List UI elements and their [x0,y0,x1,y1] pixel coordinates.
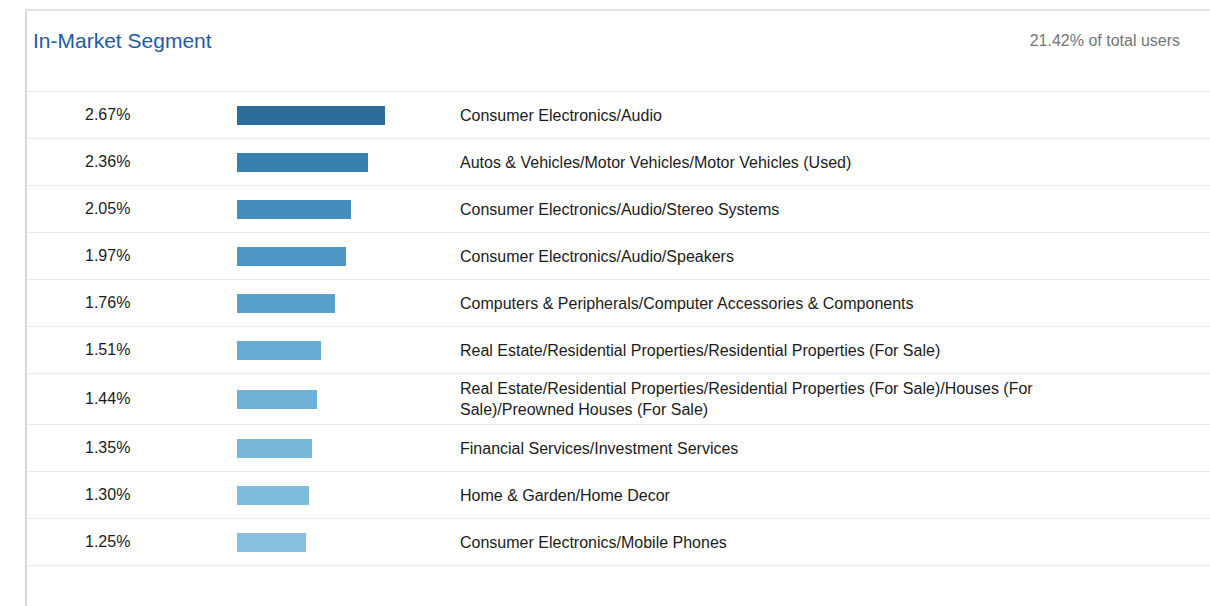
segment-percent: 1.44% [85,390,237,408]
segment-row: 1.97% Consumer Electronics/Audio/Speaker… [27,233,1210,280]
segment-bar [237,153,368,172]
segment-bar-cell [237,341,460,360]
segment-percent: 2.67% [85,106,237,124]
in-market-segment-card: In-Market Segment 21.42% of total users … [25,9,1210,606]
segment-bar [237,341,321,360]
total-users-annotation: 21.42% of total users [1030,28,1180,52]
segment-row: 1.44% Real Estate/Residential Properties… [27,374,1210,425]
segment-row: 1.35% Financial Services/Investment Serv… [27,425,1210,472]
segment-bar [237,106,385,125]
segment-label: Consumer Electronics/Audio [460,105,1120,126]
segment-table: 2.67% Consumer Electronics/Audio 2.36% A… [27,91,1210,566]
segment-row: 1.30% Home & Garden/Home Decor [27,472,1210,519]
segment-label: Consumer Electronics/Mobile Phones [460,532,1120,553]
segment-bar [237,533,306,552]
segment-percent: 2.05% [85,200,237,218]
segment-percent: 1.30% [85,486,237,504]
segment-bar-cell [237,106,460,125]
segment-bar-cell [237,533,460,552]
segment-bar-cell [237,439,460,458]
segment-label: Autos & Vehicles/Motor Vehicles/Motor Ve… [460,152,1120,173]
segment-bar [237,294,335,313]
segment-percent: 1.51% [85,341,237,359]
segment-row: 1.25% Consumer Electronics/Mobile Phones [27,519,1210,566]
segment-bar-cell [237,390,460,409]
segment-bar [237,200,351,219]
segment-label: Computers & Peripherals/Computer Accesso… [460,293,1120,314]
segment-row: 2.05% Consumer Electronics/Audio/Stereo … [27,186,1210,233]
segment-label: Real Estate/Residential Properties/Resid… [460,340,1120,361]
segment-bar-cell [237,200,460,219]
segment-label: Real Estate/Residential Properties/Resid… [460,378,1120,420]
segment-percent: 1.25% [85,533,237,551]
segment-percent: 1.35% [85,439,237,457]
segment-label: Consumer Electronics/Audio/Stereo System… [460,199,1120,220]
segment-percent: 2.36% [85,153,237,171]
segment-row: 1.51% Real Estate/Residential Properties… [27,327,1210,374]
segment-row: 2.36% Autos & Vehicles/Motor Vehicles/Mo… [27,139,1210,186]
segment-label: Financial Services/Investment Services [460,438,1120,459]
segment-bar [237,486,309,505]
segment-bar-cell [237,486,460,505]
segment-label: Home & Garden/Home Decor [460,485,1120,506]
segment-label: Consumer Electronics/Audio/Speakers [460,246,1120,267]
segment-bar-cell [237,247,460,266]
segment-row: 1.76% Computers & Peripherals/Computer A… [27,280,1210,327]
segment-bar [237,247,346,266]
segment-bar [237,439,312,458]
segment-percent: 1.97% [85,247,237,265]
segment-bar-cell [237,294,460,313]
segment-bar [237,390,317,409]
card-header: In-Market Segment 21.42% of total users [27,11,1210,71]
segment-row: 2.67% Consumer Electronics/Audio [27,92,1210,139]
card-title[interactable]: In-Market Segment [33,28,212,54]
segment-percent: 1.76% [85,294,237,312]
segment-bar-cell [237,153,460,172]
